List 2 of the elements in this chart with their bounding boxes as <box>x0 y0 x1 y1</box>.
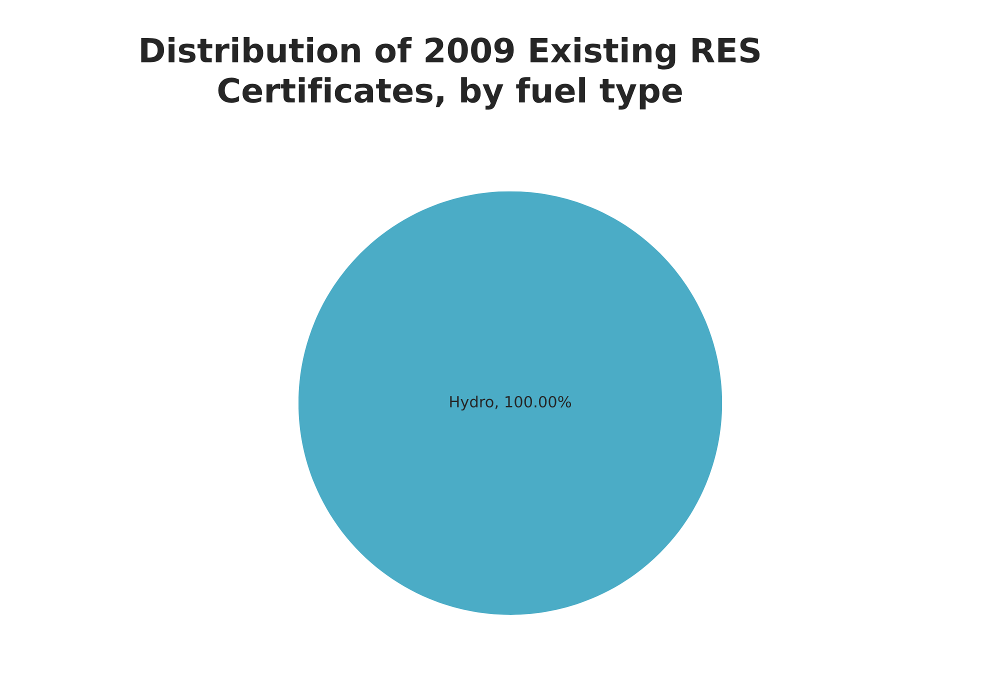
chart-title: Distribution of 2009 Existing RES Certificates, by fuel type <box>141 36 760 110</box>
slice-label: Hydro, 100.00% <box>450 396 572 410</box>
